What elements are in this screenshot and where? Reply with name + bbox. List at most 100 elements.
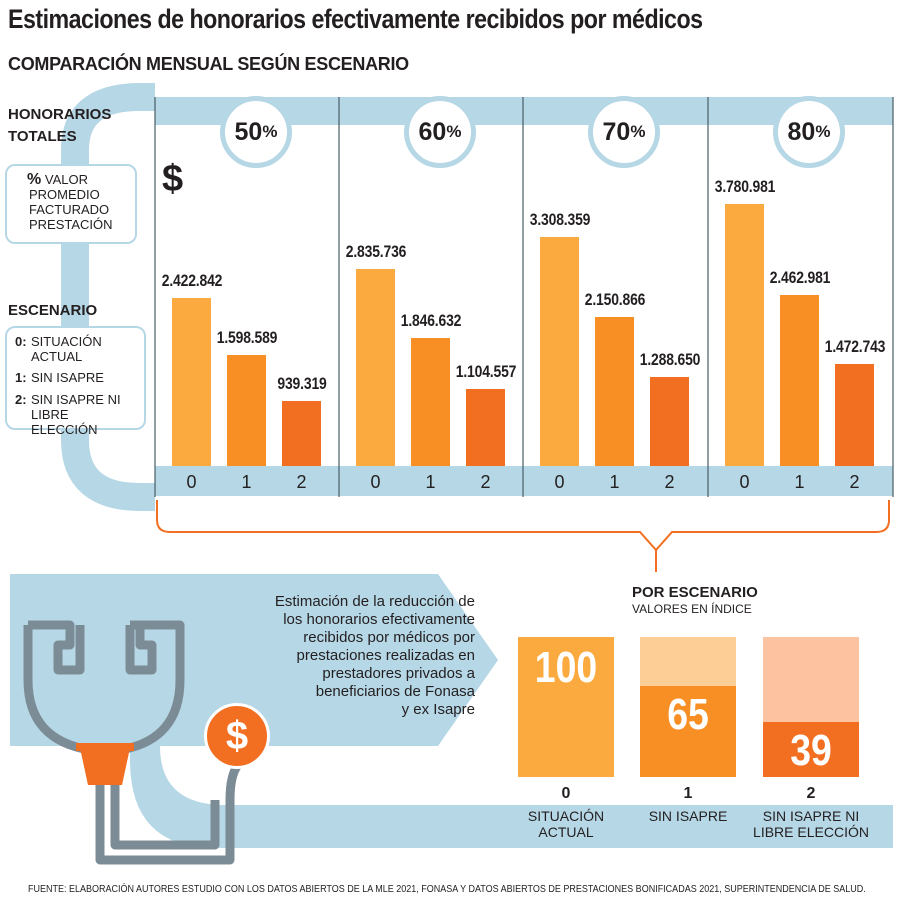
group-label: 70 [602, 117, 631, 146]
index-category-code: 0 [561, 785, 571, 802]
index-bar [763, 722, 859, 777]
description-line: recibidos por médicos por [303, 629, 475, 646]
bar [411, 338, 450, 466]
category-tick-label: 1 [609, 472, 620, 492]
bar [650, 376, 689, 466]
stethoscope-icon [23, 620, 242, 865]
index-category-label: SIN ISAPRE [618, 808, 758, 824]
category-tick-label: 2 [296, 472, 307, 492]
index-category-label-line: LIBRE ELECCIÓN [753, 824, 869, 840]
description-line: y ex Isapre [401, 701, 475, 718]
bar-value-label: 3.780.981 [714, 177, 775, 196]
axis-band [155, 466, 893, 496]
category-tick-label: 2 [480, 472, 491, 492]
scenario-line1: SITUACIÓN [31, 334, 102, 349]
index-value-label: 100 [534, 643, 598, 692]
arrow-shape [10, 574, 498, 746]
index-bar [640, 686, 736, 777]
dollar-coin-icon: $ [204, 703, 270, 769]
scenario-legend-item: 0: SITUACIÓN ACTUAL [15, 334, 136, 364]
description-line: Estimación de la reducción de [274, 593, 475, 610]
bar-value-label: 1.288.650 [639, 349, 700, 369]
description-line: los honorarios efectivamente [283, 611, 475, 628]
category-tick-label: 1 [425, 472, 436, 492]
description-line: prestaciones realizadas en [296, 647, 475, 664]
source-note: FUENTE: ELABORACIÓN AUTORES ESTUDIO CON … [28, 884, 866, 895]
group-label-circle: 80% [773, 96, 845, 168]
category-tick-label: 2 [664, 472, 675, 492]
honorarios-line2: TOTALES [8, 128, 77, 145]
index-category-code: 2 [806, 785, 816, 802]
bar-value-label: 1.598.589 [216, 328, 277, 348]
bar [172, 298, 211, 466]
page-title: Estimaciones de honorarios efectivamente… [8, 4, 703, 34]
pct-line3: FACTURADO [29, 202, 110, 217]
description-line: prestadores privados a [322, 665, 475, 682]
index-category-label-line: SIN ISAPRE NI [762, 808, 860, 824]
pct-legend-box: % VALOR PROMEDIO FACTURADO PRESTACIÓN [5, 164, 137, 244]
category-tick-label: 1 [241, 472, 252, 492]
bar [780, 295, 819, 466]
pct-line4: PRESTACIÓN [29, 217, 113, 232]
group-label-pct: % [446, 122, 462, 141]
index-category-label-line: ACTUAL [538, 824, 594, 840]
category-tick-label: 2 [849, 472, 860, 492]
bar-value-label: 2.150.866 [584, 289, 645, 309]
scenario-line2: ACTUAL [31, 349, 83, 364]
bar [282, 400, 321, 466]
index-chart-subtitle: VALORES EN ÍNDICE [632, 602, 752, 616]
category-tick-label: 0 [739, 472, 750, 492]
category-tick-label: 1 [794, 472, 805, 492]
index-value-label: 65 [667, 690, 709, 739]
index-chart-title: POR ESCENARIO [632, 584, 758, 601]
bar-value-label: 1.104.557 [455, 362, 516, 382]
description-line: beneficiarios de Fonasa [315, 683, 475, 700]
scenario-code: 0: [15, 334, 27, 349]
group-label-circle: 70% [588, 96, 660, 168]
page-subtitle: COMPARACIÓN MENSUAL SEGÚN ESCENARIO [8, 54, 409, 74]
bar [835, 363, 874, 466]
scenario-legend-item: 1: SIN ISAPRE [15, 370, 136, 385]
group-label: 60 [418, 117, 447, 146]
honorarios-label: HONORARIOS TOTALES [8, 104, 148, 148]
category-tick-label: 0 [186, 472, 197, 492]
chestpiece [80, 748, 130, 785]
index-category-label: SIN ISAPRE NI LIBRE ELECCIÓN [741, 808, 881, 840]
bracket [156, 500, 890, 572]
honorarios-line1: HONORARIOS [8, 106, 112, 123]
bar-value-label: 1.846.632 [400, 311, 461, 331]
group-label: 50 [234, 117, 263, 146]
bar [356, 269, 395, 466]
dollar-coin-symbol: $ [225, 713, 249, 758]
index-bar [518, 637, 614, 777]
bar-value-label: 2.422.842 [161, 271, 222, 291]
group-label: 80 [787, 117, 816, 146]
index-value-label: 39 [790, 726, 832, 776]
bar [595, 316, 634, 466]
reduction-description: Estimación de la reducción de los honora… [180, 593, 475, 719]
scenario-line1: SIN ISAPRE NI [31, 392, 121, 407]
pct-line1: VALOR [44, 172, 88, 187]
left-loop-band [61, 83, 155, 511]
bar [540, 236, 579, 466]
index-category-label-line: SIN ISAPRE [648, 808, 728, 824]
category-tick-label: 0 [554, 472, 565, 492]
group-label-pct: % [262, 122, 278, 141]
escenario-label: ESCENARIO [8, 302, 98, 319]
bar [466, 389, 505, 466]
scenario-code: 1: [15, 370, 27, 385]
scenario-code: 2: [15, 392, 27, 407]
index-category-code: 1 [683, 785, 693, 802]
category-tick-label: 0 [370, 472, 381, 492]
bar-value-label: 1.472.743 [824, 336, 885, 356]
index-category-label: SITUACIÓN ACTUAL [496, 808, 636, 840]
pct-line2: PROMEDIO [29, 187, 100, 202]
bottom-band [130, 746, 893, 848]
bar-value-label: 2.462.981 [769, 268, 830, 288]
scenario-line2: LIBRE ELECCIÓN [31, 407, 98, 437]
group-label-pct: % [630, 122, 646, 141]
scenario-legend-box: 0: SITUACIÓN ACTUAL 1: SIN ISAPRE 2: SIN … [5, 326, 146, 437]
